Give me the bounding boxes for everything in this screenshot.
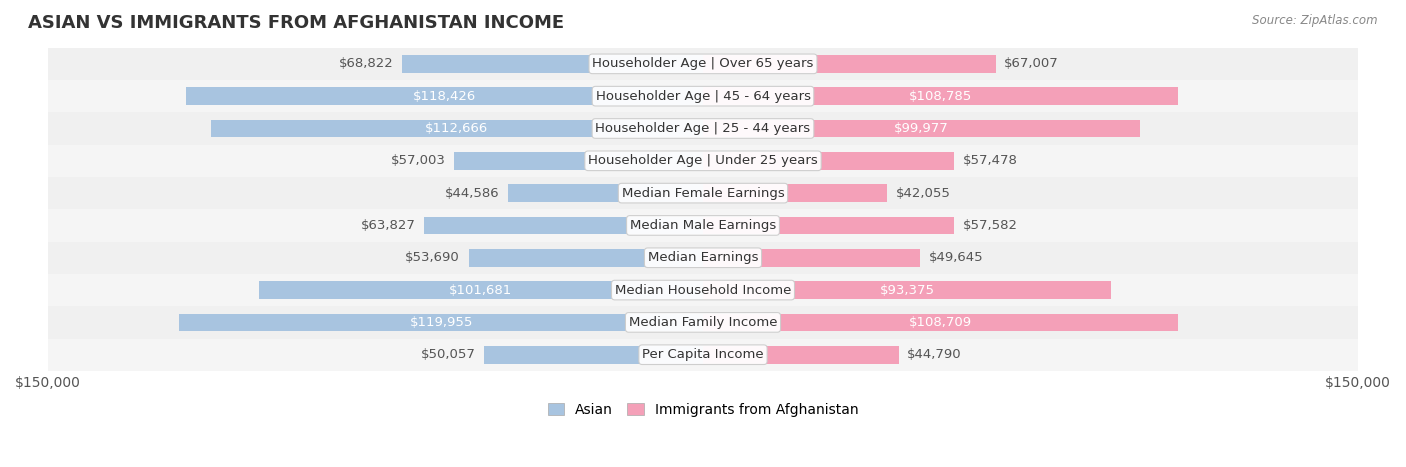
- Text: Median Male Earnings: Median Male Earnings: [630, 219, 776, 232]
- Bar: [703, 281, 1111, 299]
- Bar: [703, 120, 1140, 137]
- Text: $50,057: $50,057: [420, 348, 475, 361]
- Text: $112,666: $112,666: [426, 122, 489, 135]
- Text: $49,645: $49,645: [928, 251, 983, 264]
- Text: $67,007: $67,007: [1004, 57, 1059, 71]
- Bar: [211, 120, 703, 137]
- Bar: [703, 55, 995, 73]
- Bar: [509, 184, 703, 202]
- Text: $63,827: $63,827: [361, 219, 416, 232]
- Text: $108,785: $108,785: [908, 90, 972, 103]
- Bar: [703, 313, 1178, 331]
- Bar: [703, 184, 887, 202]
- Text: Householder Age | 25 - 44 years: Householder Age | 25 - 44 years: [595, 122, 811, 135]
- Text: Per Capita Income: Per Capita Income: [643, 348, 763, 361]
- FancyBboxPatch shape: [48, 306, 1358, 339]
- Text: $93,375: $93,375: [879, 283, 935, 297]
- FancyBboxPatch shape: [48, 339, 1358, 371]
- Bar: [454, 152, 703, 170]
- FancyBboxPatch shape: [48, 80, 1358, 113]
- Text: $57,478: $57,478: [963, 154, 1018, 167]
- Text: $108,709: $108,709: [908, 316, 972, 329]
- Legend: Asian, Immigrants from Afghanistan: Asian, Immigrants from Afghanistan: [541, 397, 865, 422]
- Bar: [703, 87, 1178, 105]
- FancyBboxPatch shape: [48, 113, 1358, 145]
- Text: $68,822: $68,822: [339, 57, 394, 71]
- FancyBboxPatch shape: [48, 177, 1358, 209]
- Bar: [425, 217, 703, 234]
- Text: $57,003: $57,003: [391, 154, 446, 167]
- Bar: [485, 346, 703, 364]
- Text: Median Household Income: Median Household Income: [614, 283, 792, 297]
- Bar: [259, 281, 703, 299]
- Text: $53,690: $53,690: [405, 251, 460, 264]
- Text: Householder Age | Under 25 years: Householder Age | Under 25 years: [588, 154, 818, 167]
- Text: Median Female Earnings: Median Female Earnings: [621, 187, 785, 199]
- Text: Median Family Income: Median Family Income: [628, 316, 778, 329]
- Bar: [703, 217, 955, 234]
- Bar: [703, 249, 920, 267]
- FancyBboxPatch shape: [48, 241, 1358, 274]
- Bar: [703, 152, 955, 170]
- Text: Median Earnings: Median Earnings: [648, 251, 758, 264]
- FancyBboxPatch shape: [48, 209, 1358, 241]
- Text: $101,681: $101,681: [450, 283, 513, 297]
- Text: ASIAN VS IMMIGRANTS FROM AFGHANISTAN INCOME: ASIAN VS IMMIGRANTS FROM AFGHANISTAN INC…: [28, 14, 564, 32]
- FancyBboxPatch shape: [48, 145, 1358, 177]
- Text: Householder Age | 45 - 64 years: Householder Age | 45 - 64 years: [596, 90, 810, 103]
- FancyBboxPatch shape: [48, 48, 1358, 80]
- Text: $119,955: $119,955: [409, 316, 472, 329]
- Bar: [186, 87, 703, 105]
- Text: $42,055: $42,055: [896, 187, 950, 199]
- Bar: [179, 313, 703, 331]
- Bar: [703, 346, 898, 364]
- FancyBboxPatch shape: [48, 274, 1358, 306]
- Bar: [402, 55, 703, 73]
- Text: $99,977: $99,977: [894, 122, 949, 135]
- Text: Source: ZipAtlas.com: Source: ZipAtlas.com: [1253, 14, 1378, 27]
- Text: $44,790: $44,790: [907, 348, 962, 361]
- Text: $44,586: $44,586: [444, 187, 499, 199]
- Text: Householder Age | Over 65 years: Householder Age | Over 65 years: [592, 57, 814, 71]
- Text: $118,426: $118,426: [413, 90, 477, 103]
- Bar: [468, 249, 703, 267]
- Text: $57,582: $57,582: [963, 219, 1018, 232]
